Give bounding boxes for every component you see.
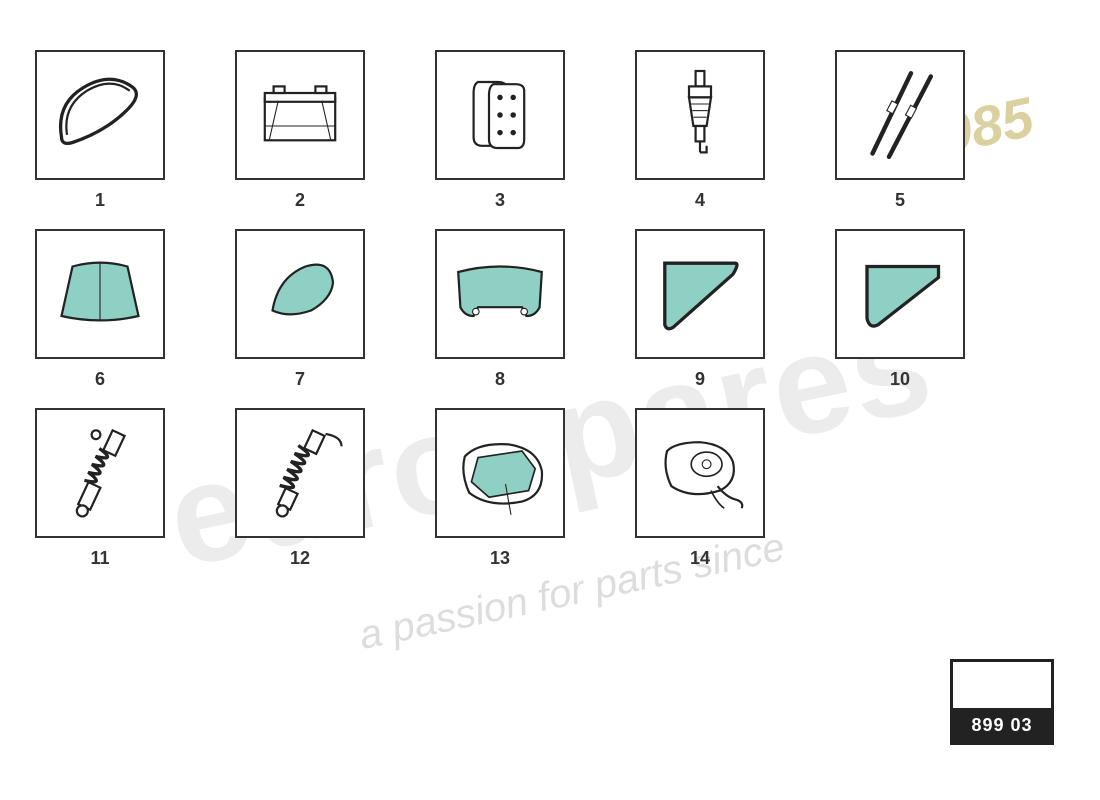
part-cell-3: 3	[430, 50, 570, 211]
wing-mirror-assy-icon	[635, 408, 765, 538]
shock-absorber-front-icon	[35, 408, 165, 538]
part-cell-1: 1	[30, 50, 170, 211]
part-number-label: 4	[695, 190, 705, 211]
rear-glass-icon	[435, 229, 565, 359]
part-number-label: 13	[490, 548, 510, 569]
part-cell-4: 4	[630, 50, 770, 211]
windscreen-icon	[35, 229, 165, 359]
wiper-blades-icon	[835, 50, 965, 180]
quarter-glass-icon	[635, 229, 765, 359]
part-number-label: 6	[95, 369, 105, 390]
reference-code: 899 03	[953, 708, 1051, 742]
part-number-label: 3	[495, 190, 505, 211]
part-cell-9: 9	[630, 229, 770, 390]
part-cell-2: 2	[230, 50, 370, 211]
part-number-label: 8	[495, 369, 505, 390]
part-number-label: 14	[690, 548, 710, 569]
part-number-label: 9	[695, 369, 705, 390]
part-cell-8: 8	[430, 229, 570, 390]
part-number-label: 12	[290, 548, 310, 569]
part-cell-13: 13	[430, 408, 570, 569]
part-number-label: 5	[895, 190, 905, 211]
part-number-label: 7	[295, 369, 305, 390]
reference-box: 899 03	[950, 659, 1054, 745]
part-cell-14: 14	[630, 408, 770, 569]
part-cell-11: 11	[30, 408, 170, 569]
parts-diagram: 1 2 3 4 5 6 7 8 9 10 11 12 13	[0, 0, 1100, 599]
part-number-label: 1	[95, 190, 105, 211]
parts-grid: 1 2 3 4 5 6 7 8 9 10 11 12 13	[30, 50, 1070, 569]
side-glass-small-icon	[235, 229, 365, 359]
part-cell-6: 6	[30, 229, 170, 390]
part-number-label: 10	[890, 369, 910, 390]
spark-plug-icon	[635, 50, 765, 180]
part-number-label: 2	[295, 190, 305, 211]
shock-absorber-rear-icon	[235, 408, 365, 538]
part-cell-7: 7	[230, 229, 370, 390]
part-cell-12: 12	[230, 408, 370, 569]
battery-icon	[235, 50, 365, 180]
mirror-glass-icon	[435, 408, 565, 538]
part-cell-5: 5	[830, 50, 970, 211]
triangle-glass-icon	[835, 229, 965, 359]
drive-belt-icon	[35, 50, 165, 180]
part-cell-10: 10	[830, 229, 970, 390]
part-number-label: 11	[90, 548, 109, 569]
brake-pads-icon	[435, 50, 565, 180]
